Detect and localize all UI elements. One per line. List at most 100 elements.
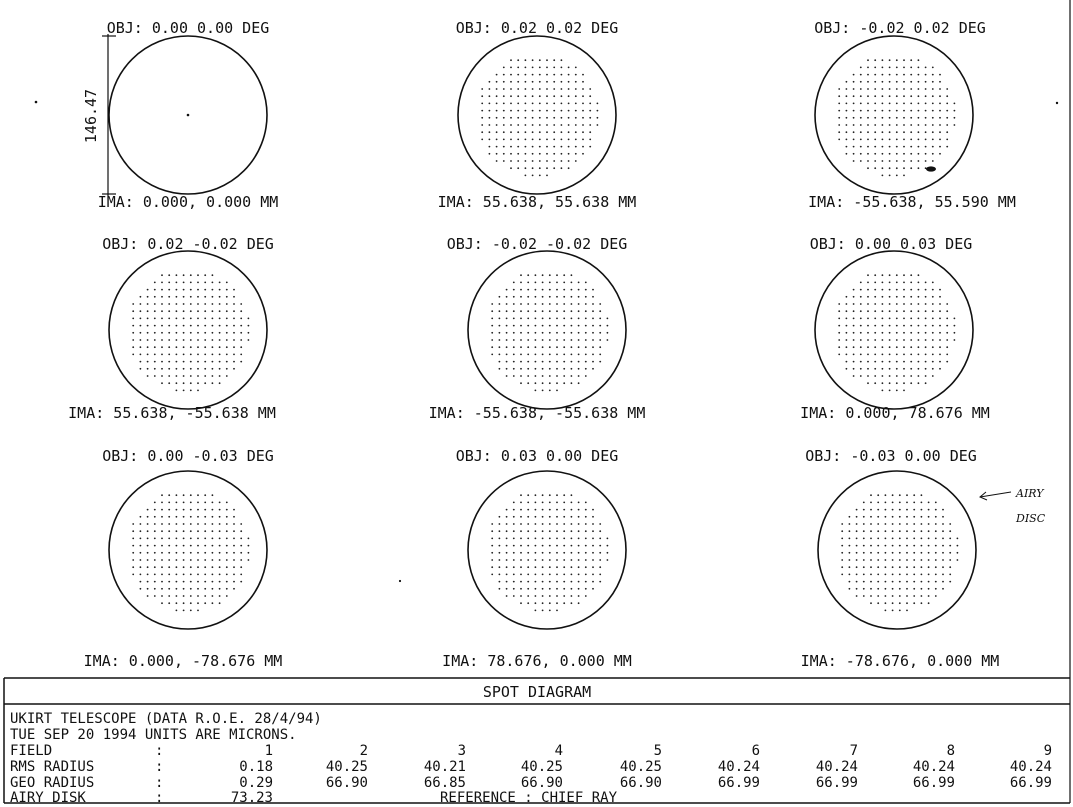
spot-point — [139, 346, 142, 349]
spot-point — [874, 116, 877, 119]
spot-point — [132, 573, 135, 576]
spot-point — [584, 360, 587, 363]
spot-point — [910, 73, 913, 76]
spot-point — [560, 152, 563, 155]
spot-point — [903, 367, 905, 370]
spot-point — [563, 602, 566, 605]
spot-point — [852, 324, 855, 327]
spot-point — [211, 508, 214, 511]
spot-point — [563, 274, 566, 277]
spot-point — [527, 587, 530, 590]
spot-point — [553, 131, 556, 134]
spot-point — [512, 346, 515, 349]
spot-point — [567, 95, 570, 98]
spot-point — [132, 551, 135, 554]
spot-point — [877, 515, 880, 518]
spot-point — [211, 274, 214, 277]
spot-point — [934, 530, 937, 533]
spot-point — [877, 501, 880, 504]
spot-point — [934, 587, 937, 590]
spot-point — [182, 324, 185, 327]
spot-point — [862, 551, 865, 554]
spot-point — [589, 124, 592, 126]
spot-point — [560, 116, 563, 119]
spot-point — [917, 353, 920, 356]
spot-point — [204, 595, 207, 597]
spot-point — [502, 88, 505, 90]
spot-point — [563, 288, 566, 291]
spot-point — [852, 331, 855, 334]
spot-point — [146, 375, 149, 377]
spot-point — [946, 317, 949, 320]
spot-point — [946, 102, 949, 105]
spot-point — [931, 346, 934, 349]
spot-point — [931, 367, 934, 370]
spot-point — [538, 145, 541, 148]
spot-point — [563, 494, 566, 497]
spot-point — [491, 573, 494, 576]
spot-point — [859, 131, 862, 134]
spot-point — [563, 375, 566, 377]
spot-point — [563, 551, 566, 554]
spot-point — [917, 303, 920, 305]
spot-point — [606, 324, 609, 327]
spot-point — [949, 566, 952, 569]
spot-point — [855, 515, 858, 518]
spot-point — [182, 544, 185, 547]
spot-point — [862, 508, 865, 511]
spot-point — [917, 66, 920, 69]
spot-point — [867, 375, 869, 377]
spot-point — [233, 544, 235, 547]
spot-point — [906, 508, 908, 511]
spot-point — [563, 331, 566, 334]
spot-point — [247, 537, 250, 540]
spot-point — [910, 116, 913, 119]
spot-point — [570, 339, 573, 341]
spot-point — [517, 124, 520, 126]
spot-point — [563, 346, 566, 349]
spot-point — [534, 324, 537, 327]
spot-point — [931, 303, 934, 305]
spot-point — [225, 317, 228, 320]
spot-point — [927, 559, 930, 561]
spot-point — [546, 73, 548, 76]
spot-point — [488, 88, 491, 90]
spot-point — [845, 360, 848, 363]
spot-point — [953, 109, 956, 112]
spot-point — [903, 80, 905, 83]
spot-point — [577, 331, 580, 334]
spot-point — [531, 66, 534, 69]
spot-point — [512, 587, 515, 590]
spot-point — [553, 59, 556, 62]
spot-point — [534, 317, 537, 320]
spot-point — [527, 339, 530, 341]
airy-disc-circle-7 — [108, 470, 268, 630]
spot-point — [240, 339, 243, 341]
row-colon: : — [155, 790, 163, 806]
spot-point — [855, 523, 858, 525]
spot-point — [527, 331, 530, 334]
spot-point — [577, 324, 580, 327]
spot-point — [510, 88, 512, 90]
spot-point — [527, 537, 530, 540]
spot-point — [942, 573, 944, 576]
spot-point — [146, 530, 149, 533]
spot-point — [934, 559, 937, 561]
row-colon: : — [155, 743, 163, 759]
spot-point — [527, 501, 530, 504]
spot-point — [582, 116, 584, 119]
spot-point — [510, 66, 512, 69]
spot-point — [841, 551, 844, 554]
spot-point — [906, 537, 908, 540]
spot-point — [189, 375, 192, 377]
airy-disc-circle-6 — [814, 250, 974, 410]
spot-point — [884, 530, 887, 533]
spot-point — [838, 102, 841, 105]
spot-point — [845, 124, 848, 126]
spot-point — [855, 508, 858, 511]
spot-point — [862, 566, 865, 569]
spot-point — [567, 102, 570, 105]
spot-point — [510, 124, 512, 126]
spot-point — [556, 303, 558, 305]
spot-point — [548, 530, 551, 533]
